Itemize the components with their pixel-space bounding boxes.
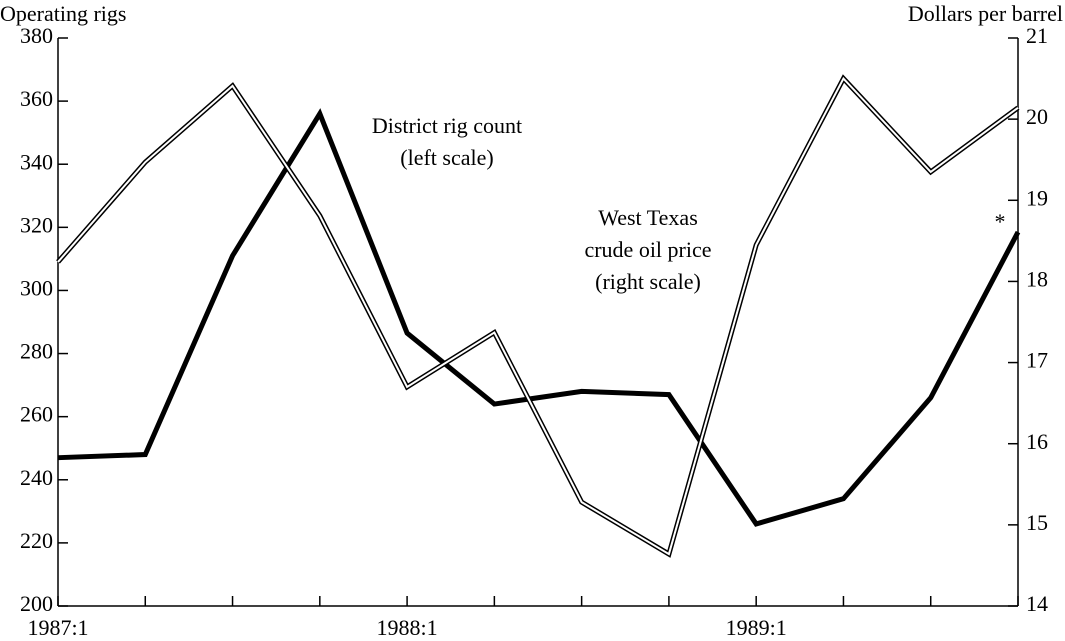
annotation: crude oil price	[584, 237, 711, 262]
y-tick-label: 340	[20, 149, 53, 174]
annotation: West Texas	[598, 205, 698, 230]
rig-line	[57, 108, 1021, 527]
x-tick-label: 1989:1	[726, 615, 787, 640]
y-tick-label: 240	[20, 465, 53, 490]
y-tick-label: 200	[20, 591, 53, 616]
price-line	[56, 74, 1020, 558]
price-line-inner	[57, 76, 1019, 556]
y2-tick-label: 15	[1026, 510, 1048, 535]
y2-tick-label: 20	[1026, 104, 1048, 129]
y2-tick-label: 16	[1026, 429, 1048, 454]
y-tick-label: 320	[20, 212, 53, 237]
annotation: (right scale)	[595, 269, 701, 294]
x-tick-label: 1987:1	[27, 615, 88, 640]
y-tick-label: 300	[20, 275, 53, 300]
y2-tick-label: 19	[1026, 185, 1048, 210]
annotation: District rig count	[372, 113, 522, 138]
y-tick-label: 360	[20, 86, 53, 111]
y2-tick-label: 18	[1026, 266, 1048, 291]
y-tick-label: 380	[20, 23, 53, 48]
y2-axis-title: Dollars per barrel	[908, 1, 1063, 26]
y2-tick-label: 14	[1026, 591, 1048, 616]
y-tick-label: 220	[20, 528, 53, 553]
x-tick-label: 1988:1	[377, 615, 438, 640]
annotation: (left scale)	[400, 145, 493, 170]
y-tick-label: 260	[20, 402, 53, 427]
annotation: *	[995, 209, 1006, 234]
y-axis-title: Operating rigs	[0, 1, 126, 26]
y2-tick-label: 21	[1026, 23, 1048, 48]
y2-tick-label: 17	[1026, 348, 1048, 373]
y-tick-label: 280	[20, 339, 53, 364]
